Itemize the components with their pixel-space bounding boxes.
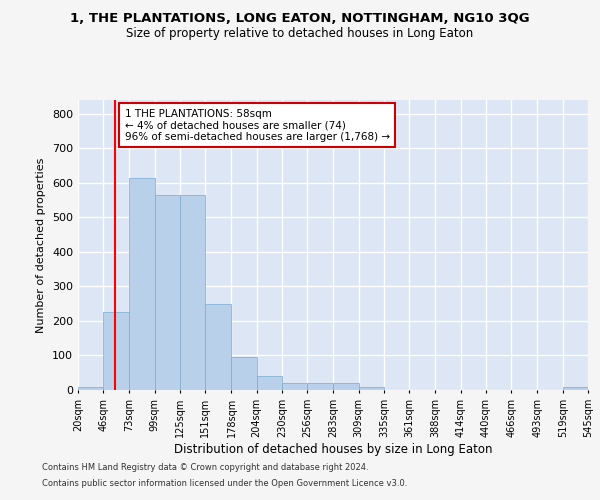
Bar — [257, 376, 282, 390]
Text: Contains HM Land Registry data © Crown copyright and database right 2024.: Contains HM Land Registry data © Crown c… — [42, 464, 368, 472]
Bar — [232, 357, 257, 390]
Bar — [180, 195, 205, 390]
Text: Contains public sector information licensed under the Open Government Licence v3: Contains public sector information licen… — [42, 478, 407, 488]
Text: 1, THE PLANTATIONS, LONG EATON, NOTTINGHAM, NG10 3QG: 1, THE PLANTATIONS, LONG EATON, NOTTINGH… — [70, 12, 530, 26]
Bar — [103, 312, 128, 390]
Bar — [155, 195, 180, 390]
Y-axis label: Number of detached properties: Number of detached properties — [37, 158, 46, 332]
Bar — [130, 178, 155, 390]
Bar — [334, 383, 359, 390]
Text: Size of property relative to detached houses in Long Eaton: Size of property relative to detached ho… — [127, 28, 473, 40]
X-axis label: Distribution of detached houses by size in Long Eaton: Distribution of detached houses by size … — [174, 442, 492, 456]
Bar — [563, 386, 588, 390]
Bar — [359, 386, 384, 390]
Bar — [205, 304, 230, 390]
Text: 1 THE PLANTATIONS: 58sqm
← 4% of detached houses are smaller (74)
96% of semi-de: 1 THE PLANTATIONS: 58sqm ← 4% of detache… — [125, 108, 390, 142]
Bar — [282, 383, 307, 390]
Bar — [78, 386, 103, 390]
Bar — [307, 383, 332, 390]
